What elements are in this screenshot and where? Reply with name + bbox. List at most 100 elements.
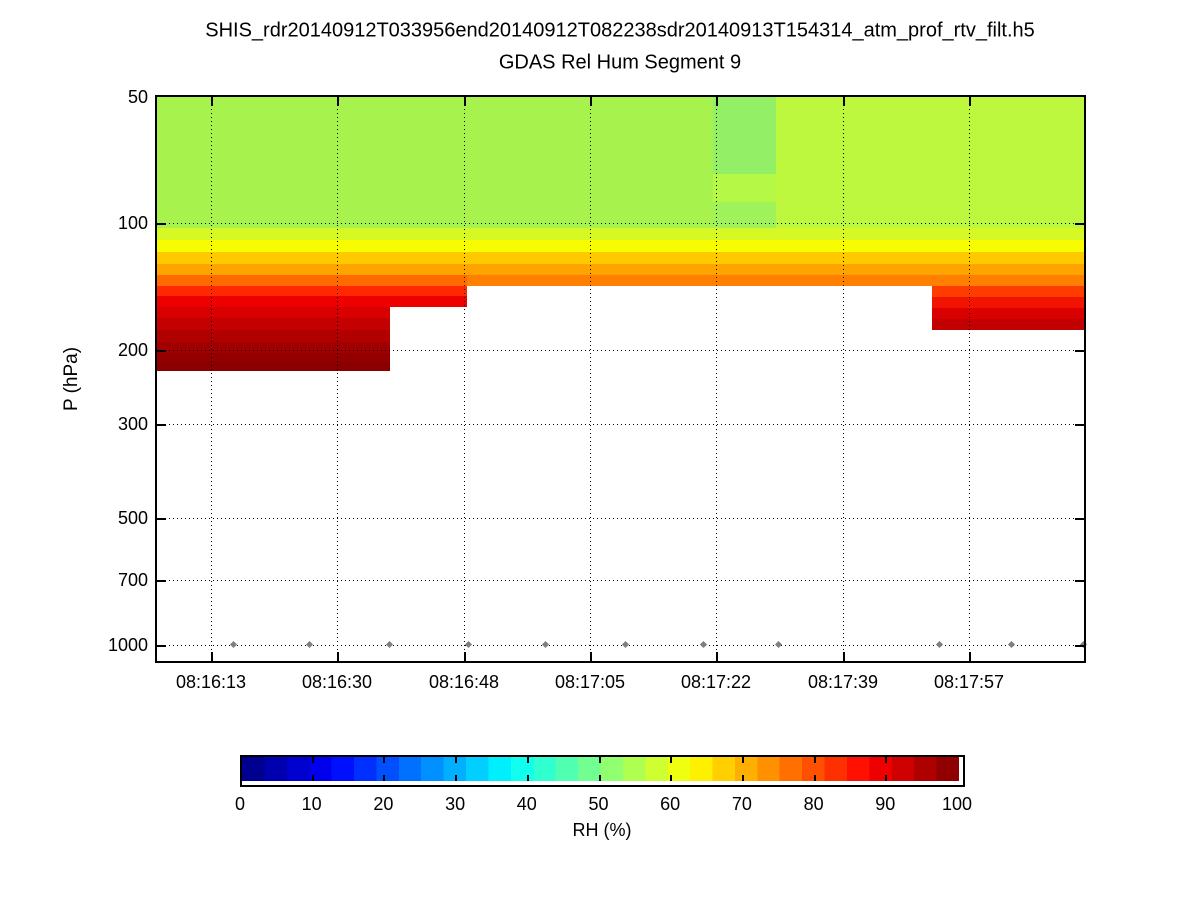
heatmap-cell [157, 228, 1084, 240]
y-tick-label: 500 [117, 508, 148, 528]
y-tick-left [157, 518, 166, 520]
heatmap-cell [776, 97, 1084, 228]
heatmap-cell [932, 319, 1084, 330]
x-tick-bottom [337, 652, 339, 661]
colorbar-tick-top [455, 757, 458, 763]
x-tick-label: 08:17:39 [807, 672, 879, 692]
y-tick-right [1075, 424, 1084, 426]
y-tick-label: 50 [127, 87, 148, 107]
x-tick-bottom [211, 652, 213, 661]
gridline-vertical [211, 97, 212, 661]
x-tick-top [590, 97, 592, 106]
colorbar-tick-bottom [813, 775, 816, 781]
colorbar-tick-label: 30 [445, 794, 466, 814]
colorbar-tick-label: 10 [301, 794, 322, 814]
y-tick-label: 300 [117, 414, 148, 434]
colorbar-gradient [242, 757, 959, 781]
plot-area [155, 95, 1086, 663]
y-tick-right [1075, 350, 1084, 352]
colorbar-tick-label: 80 [803, 794, 824, 814]
x-tick-bottom [464, 652, 466, 661]
heatmap-cell [157, 296, 467, 307]
heatmap-cell [157, 362, 390, 371]
colorbar-tick-bottom [383, 775, 386, 781]
x-tick-bottom [969, 652, 971, 661]
x-tick-top [969, 97, 971, 106]
gridline-horizontal [157, 350, 1084, 351]
y-tick-left [157, 223, 166, 225]
y-axis-label: P (hPa) [61, 346, 82, 412]
colorbar-tick-top [670, 757, 673, 763]
y-tick-right [1075, 580, 1084, 582]
heatmap-cell [157, 97, 713, 228]
heatmap-cell [157, 286, 467, 296]
y-tick-right [1075, 518, 1084, 520]
colorbar-tick-bottom [598, 775, 601, 781]
x-tick-top [337, 97, 339, 106]
figure-title-filename: SHIS_rdr20140912T033956end20140912T08223… [205, 19, 1035, 42]
x-tick-label: 08:16:48 [428, 672, 500, 692]
colorbar-tick-top [383, 757, 386, 763]
gridline-vertical [337, 97, 338, 661]
y-tick-right [1075, 223, 1084, 225]
colorbar-tick-top [598, 757, 601, 763]
colorbar-tick-label: 0 [234, 794, 246, 814]
y-tick-right [1075, 645, 1084, 647]
x-tick-label: 08:17:57 [933, 672, 1005, 692]
heatmap-cell [157, 240, 1084, 252]
y-tick-label: 1000 [107, 635, 148, 655]
colorbar-tick-label: 100 [941, 794, 973, 814]
gridline-vertical [843, 97, 844, 661]
x-tick-label: 08:16:30 [301, 672, 373, 692]
gridline-vertical [716, 97, 717, 661]
y-tick-label: 200 [117, 340, 148, 360]
x-tick-top [464, 97, 466, 106]
heatmap-cell [157, 353, 390, 362]
y-tick-label: 100 [117, 213, 148, 233]
heatmap-cell [932, 297, 1084, 308]
heatmap-cell [157, 342, 390, 353]
y-tick-left [157, 350, 166, 352]
colorbar-tick-label: 40 [516, 794, 537, 814]
gridline-vertical [464, 97, 465, 661]
x-tick-bottom [716, 652, 718, 661]
x-tick-top [843, 97, 845, 106]
heatmap-cell [157, 318, 390, 330]
colorbar-tick-bottom [670, 775, 673, 781]
gridline-horizontal [157, 424, 1084, 425]
x-tick-top [211, 97, 213, 106]
heatmap-cell [157, 307, 390, 318]
colorbar-tick-top [526, 757, 529, 763]
colorbar-tick-label: 70 [731, 794, 752, 814]
colorbar-tick-bottom [885, 775, 888, 781]
gridline-horizontal [157, 645, 1084, 646]
heatmap-cell [713, 97, 776, 174]
y-tick-label: 700 [117, 570, 148, 590]
gridline-horizontal [157, 518, 1084, 519]
colorbar-tick-top [885, 757, 888, 763]
figure-subtitle: GDAS Rel Hum Segment 9 [498, 51, 742, 74]
colorbar-tick-top [813, 757, 816, 763]
heatmap-cell [157, 275, 467, 286]
gridline-vertical [590, 97, 591, 661]
heatmap-cell [932, 286, 1084, 297]
gridline-vertical [969, 97, 970, 661]
y-tick-left [157, 645, 166, 647]
heatmap-cell [157, 330, 390, 342]
x-tick-bottom [590, 652, 592, 661]
colorbar [240, 755, 965, 787]
gridline-horizontal [157, 580, 1084, 581]
colorbar-tick-label: 20 [373, 794, 394, 814]
y-tick-left [157, 580, 166, 582]
heatmap-cell [713, 174, 776, 202]
colorbar-tick-bottom [311, 775, 314, 781]
heatmap-cell [157, 252, 1084, 264]
y-tick-left [157, 424, 166, 426]
colorbar-label: RH (%) [572, 820, 632, 840]
x-tick-bottom [843, 652, 845, 661]
x-tick-label: 08:17:22 [680, 672, 752, 692]
heatmap-cell [157, 264, 1084, 275]
gridline-horizontal [157, 223, 1084, 224]
x-tick-label: 08:17:05 [554, 672, 626, 692]
